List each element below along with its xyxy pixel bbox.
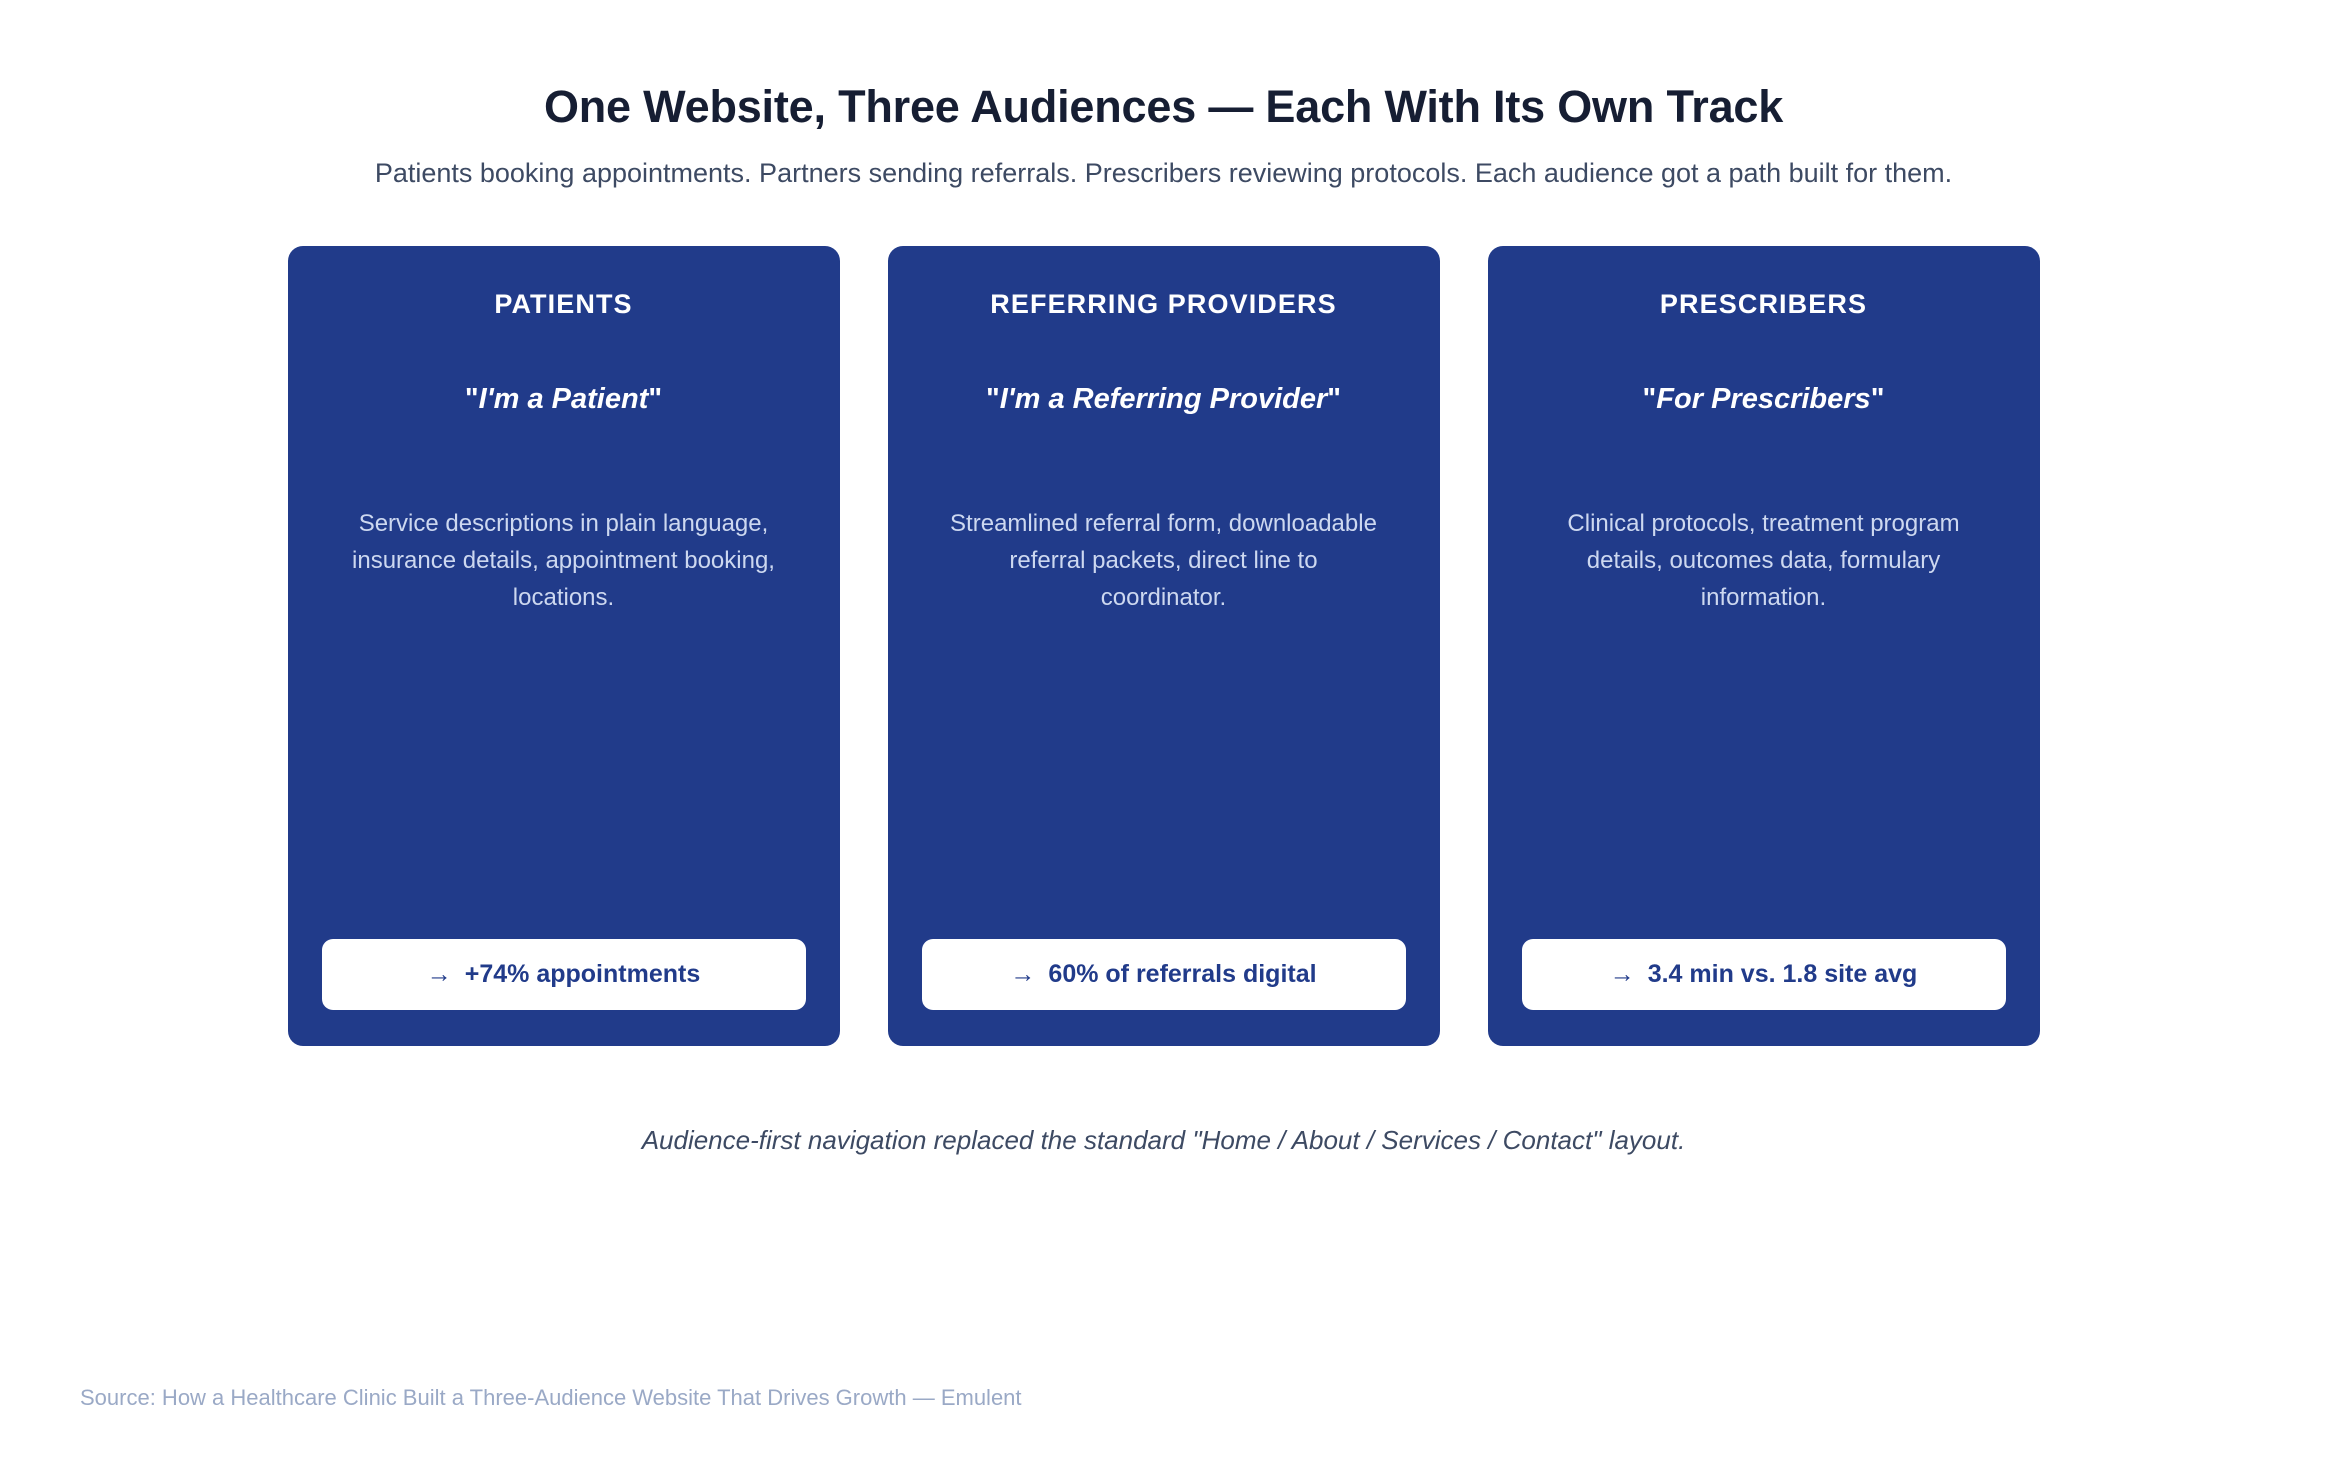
card-description-patients: Service descriptions in plain language, … [352, 509, 775, 612]
metric-pill-prescribers[interactable]: → 3.4 min vs. 1.8 site avg [1521, 939, 2006, 1011]
card-tagline-text: I'm a Referring Provider [999, 382, 1328, 415]
quote-close: " [1327, 382, 1342, 415]
card-tagline-referring-providers: "I'm a Referring Provider" [986, 381, 1341, 417]
page-subtitle: Patients booking appointments. Partners … [374, 157, 1953, 188]
arrow-right-icon: → [426, 960, 452, 989]
quote-close: " [648, 382, 663, 415]
metric-label-referring-providers: 60% of referrals digital [1048, 960, 1317, 989]
card-title-patients: PATIENTS [494, 289, 633, 320]
card-tagline-prescribers: "For Prescribers" [1643, 381, 1885, 417]
audience-cards-row: PATIENTS "I'm a Patient" Service descrip… [0, 246, 2327, 1047]
source-attribution: Source: How a Healthcare Clinic Built a … [80, 1385, 1022, 1411]
metric-pill-patients[interactable]: → +74% appointments [321, 939, 806, 1011]
header: One Website, Three Audiences — Each With… [0, 0, 2327, 190]
metric-label-prescribers: 3.4 min vs. 1.8 site avg [1647, 960, 1918, 989]
quote-close: " [1870, 382, 1885, 415]
card-tagline-text: I'm a Patient [478, 382, 649, 415]
card-description-prescribers: Clinical protocols, treatment program de… [1567, 509, 1960, 612]
audience-card-prescribers[interactable]: PRESCRIBERS "For Prescribers" Clinical p… [1487, 246, 2040, 1047]
quote-open: " [1642, 382, 1657, 415]
quote-open: " [985, 382, 1000, 415]
arrow-right-icon: → [1609, 960, 1635, 989]
footer-caption: Audience-first navigation replaced the s… [641, 1125, 1686, 1156]
card-description-referring-providers: Streamlined referral form, downloadable … [950, 509, 1377, 612]
audience-card-patients[interactable]: PATIENTS "I'm a Patient" Service descrip… [287, 246, 840, 1047]
audience-card-referring-providers[interactable]: REFERRING PROVIDERS "I'm a Referring Pro… [887, 246, 1440, 1047]
card-title-referring-providers: REFERRING PROVIDERS [990, 289, 1337, 320]
card-tagline-patients: "I'm a Patient" [465, 381, 662, 417]
page-title: One Website, Three Audiences — Each With… [543, 81, 1784, 132]
card-tagline-text: For Prescribers [1656, 382, 1871, 415]
arrow-right-icon: → [1010, 960, 1036, 989]
metric-pill-referring-providers[interactable]: → 60% of referrals digital [921, 939, 1406, 1011]
card-title-prescribers: PRESCRIBERS [1659, 289, 1868, 320]
metric-label-patients: +74% appointments [464, 960, 701, 989]
quote-open: " [464, 382, 479, 415]
